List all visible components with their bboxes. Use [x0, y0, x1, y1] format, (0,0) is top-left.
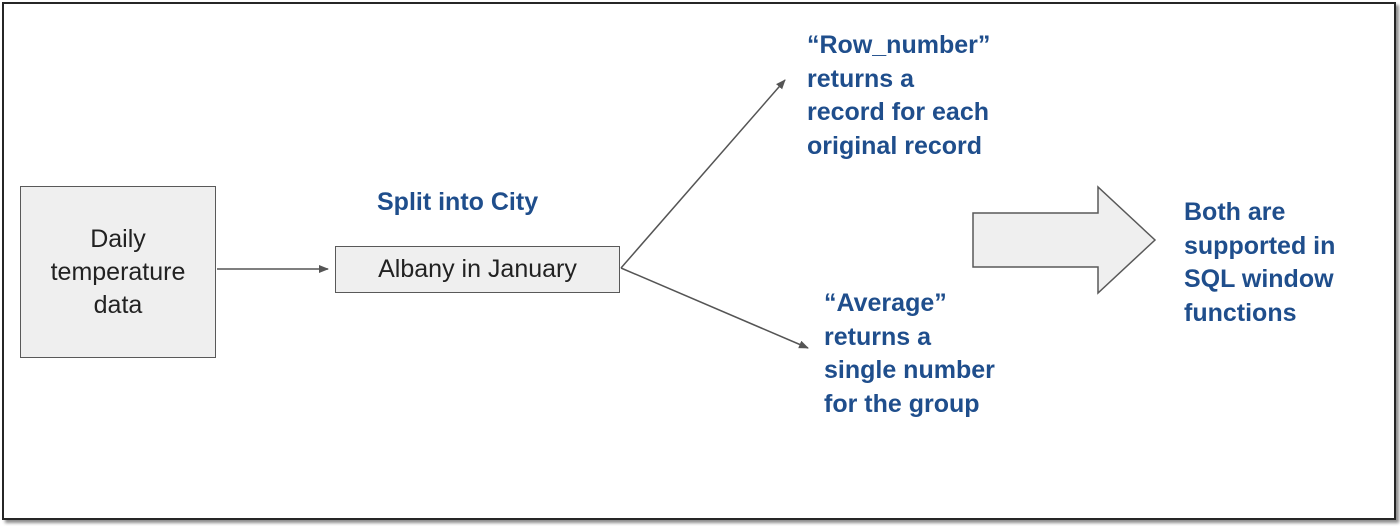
source-data-box-text: Daily temperature data: [51, 223, 186, 322]
arrow-group-to-average: [621, 268, 808, 348]
split-label: Split into City: [377, 186, 538, 220]
arrow-group-to-row-number: [621, 80, 785, 268]
row-number-label: “Row_number” returns a record for each o…: [807, 29, 990, 163]
group-box-text: Albany in January: [378, 255, 577, 284]
conclusion-label: Both are supported in SQL window functio…: [1184, 196, 1335, 330]
group-box: Albany in January: [335, 246, 620, 293]
source-data-box: Daily temperature data: [20, 186, 216, 358]
block-arrow-to-conclusion: [973, 187, 1155, 293]
average-label: “Average” returns a single number for th…: [824, 287, 995, 421]
